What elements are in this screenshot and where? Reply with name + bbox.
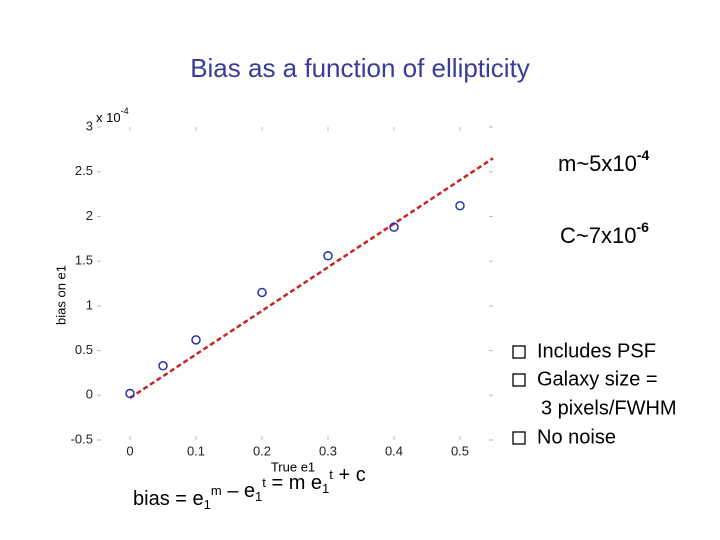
slope-note: m~5x10-4 <box>558 147 650 176</box>
formula-superscript: t <box>262 475 266 490</box>
bullet-box <box>512 373 526 387</box>
x-tick-label: 0.1 <box>187 443 205 458</box>
slope-exponent: -4 <box>637 147 650 163</box>
y-tick-label: 2 <box>86 208 93 223</box>
data-point <box>125 388 135 399</box>
x-tick-label: 0.4 <box>385 443 403 458</box>
data-point <box>158 361 168 371</box>
y-axis-label: bias on e1 <box>53 265 68 325</box>
data-point <box>455 200 465 211</box>
y-tick-label: -0.5 <box>71 431 93 446</box>
bullet-list: Includes PSF Galaxy size = 3 pixels/FWHM No… <box>512 340 677 448</box>
bullet-box <box>512 431 526 445</box>
x-tick-label: 0.3 <box>319 443 337 458</box>
y-tick-label: 1 <box>86 297 93 312</box>
x-tick-label: 0 <box>126 443 133 458</box>
y-tick-label: 0.5 <box>75 342 93 357</box>
x-tick-label: 0.2 <box>253 443 271 458</box>
formula: bias = e1m – e1t = m e1t + c <box>133 464 366 512</box>
intercept-text: C~7x10 <box>560 223 636 248</box>
formula-text: bias = e <box>133 488 204 510</box>
data-point <box>323 251 333 261</box>
intercept-exponent: -6 <box>636 219 649 235</box>
formula-superscript: m <box>211 483 222 498</box>
y-multiplier: x 10-4 <box>96 106 129 125</box>
bullet-text: Includes PSF <box>537 340 656 362</box>
fit-line <box>129 157 494 400</box>
multiplier-base: x 10 <box>96 110 121 125</box>
formula-superscript: t <box>329 467 333 482</box>
formula-text: – e <box>222 480 255 502</box>
bullet-text: No noise <box>537 426 616 448</box>
slide-title: Bias as a function of ellipticity <box>190 53 530 83</box>
data-point <box>191 335 201 345</box>
formula-subscript: 1 <box>255 489 262 504</box>
plot: -0.5 0 0.5 1 1.5 2 2.5 3 0 0.1 0.2 0.3 0.4 0.5 <box>71 118 494 458</box>
formula-subscript: 1 <box>322 481 329 496</box>
data-point <box>389 222 399 232</box>
y-tick-label: 2.5 <box>75 163 93 178</box>
bullet-box <box>512 345 526 359</box>
multiplier-exponent: -4 <box>121 106 129 116</box>
data-point <box>257 287 267 298</box>
slope-text: m~5x10 <box>558 151 637 176</box>
x-tick-label: 0.5 <box>451 443 469 458</box>
formula-subscript: 1 <box>204 497 211 512</box>
bullet-text: Galaxy size = <box>537 368 658 390</box>
formula-text: + c <box>333 464 366 486</box>
y-tick-label: 3 <box>86 118 93 133</box>
y-tick-label: 0 <box>86 387 93 402</box>
y-tick-label: 1.5 <box>75 253 93 268</box>
formula-text: = m e <box>266 472 322 494</box>
bullet-text: 3 pixels/FWHM <box>541 397 677 419</box>
x-axis-label: True e1 <box>271 459 315 474</box>
intercept-note: C~7x10-6 <box>560 219 649 248</box>
